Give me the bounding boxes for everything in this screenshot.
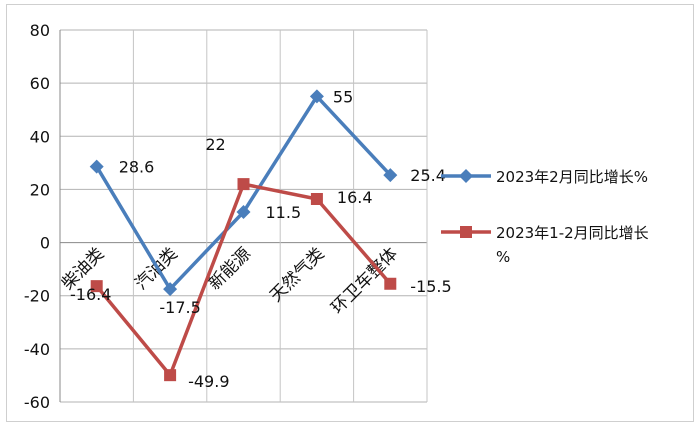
gridlines [60, 29, 428, 403]
data-label: -17.5 [159, 298, 200, 317]
data-label: 16.4 [337, 188, 373, 207]
data-label: 55 [333, 87, 353, 106]
y-tick-label: 0 [40, 234, 50, 253]
legend-marker [459, 169, 473, 183]
legend-label: 2023年1-2月同比增长 [496, 224, 649, 242]
legend-label: 2023年2月同比增长% [496, 168, 648, 186]
data-point [237, 178, 250, 191]
data-point [164, 369, 177, 382]
data-point [310, 192, 323, 205]
legend: 2023年2月同比增长% 2023年1-2月同比增长% [441, 168, 649, 266]
data-point [384, 277, 397, 290]
y-tick-label: 60 [30, 74, 50, 93]
data-labels: 28.6 -17.5 11.5 55 25.4 -16.4 -49.9 22 16.4 -15.5 [70, 87, 452, 391]
data-point [309, 89, 324, 104]
y-tick-label: -40 [24, 340, 50, 359]
y-tick-label: -20 [24, 287, 50, 306]
data-point [90, 280, 103, 293]
legend-marker [460, 226, 472, 238]
data-label: 25.4 [410, 166, 446, 185]
data-label: -49.9 [188, 372, 229, 391]
legend-label: % [496, 248, 510, 266]
y-tick-label: 80 [30, 21, 50, 40]
data-label: 11.5 [266, 203, 302, 222]
y-tick-label: 20 [30, 180, 50, 199]
data-label: -15.5 [410, 277, 451, 296]
data-point [236, 205, 251, 220]
data-label: 28.6 [119, 158, 155, 177]
chart-frame [6, 4, 694, 422]
y-tick-label: -60 [24, 393, 50, 412]
series-lines [89, 89, 398, 382]
data-point [163, 282, 178, 297]
data-point [383, 168, 398, 183]
data-point [89, 159, 104, 174]
data-label: -16.4 [70, 285, 111, 304]
y-tick-label: 40 [30, 127, 50, 146]
x-tick-label: 天然气类 [266, 244, 328, 306]
data-label: 22 [205, 135, 225, 154]
